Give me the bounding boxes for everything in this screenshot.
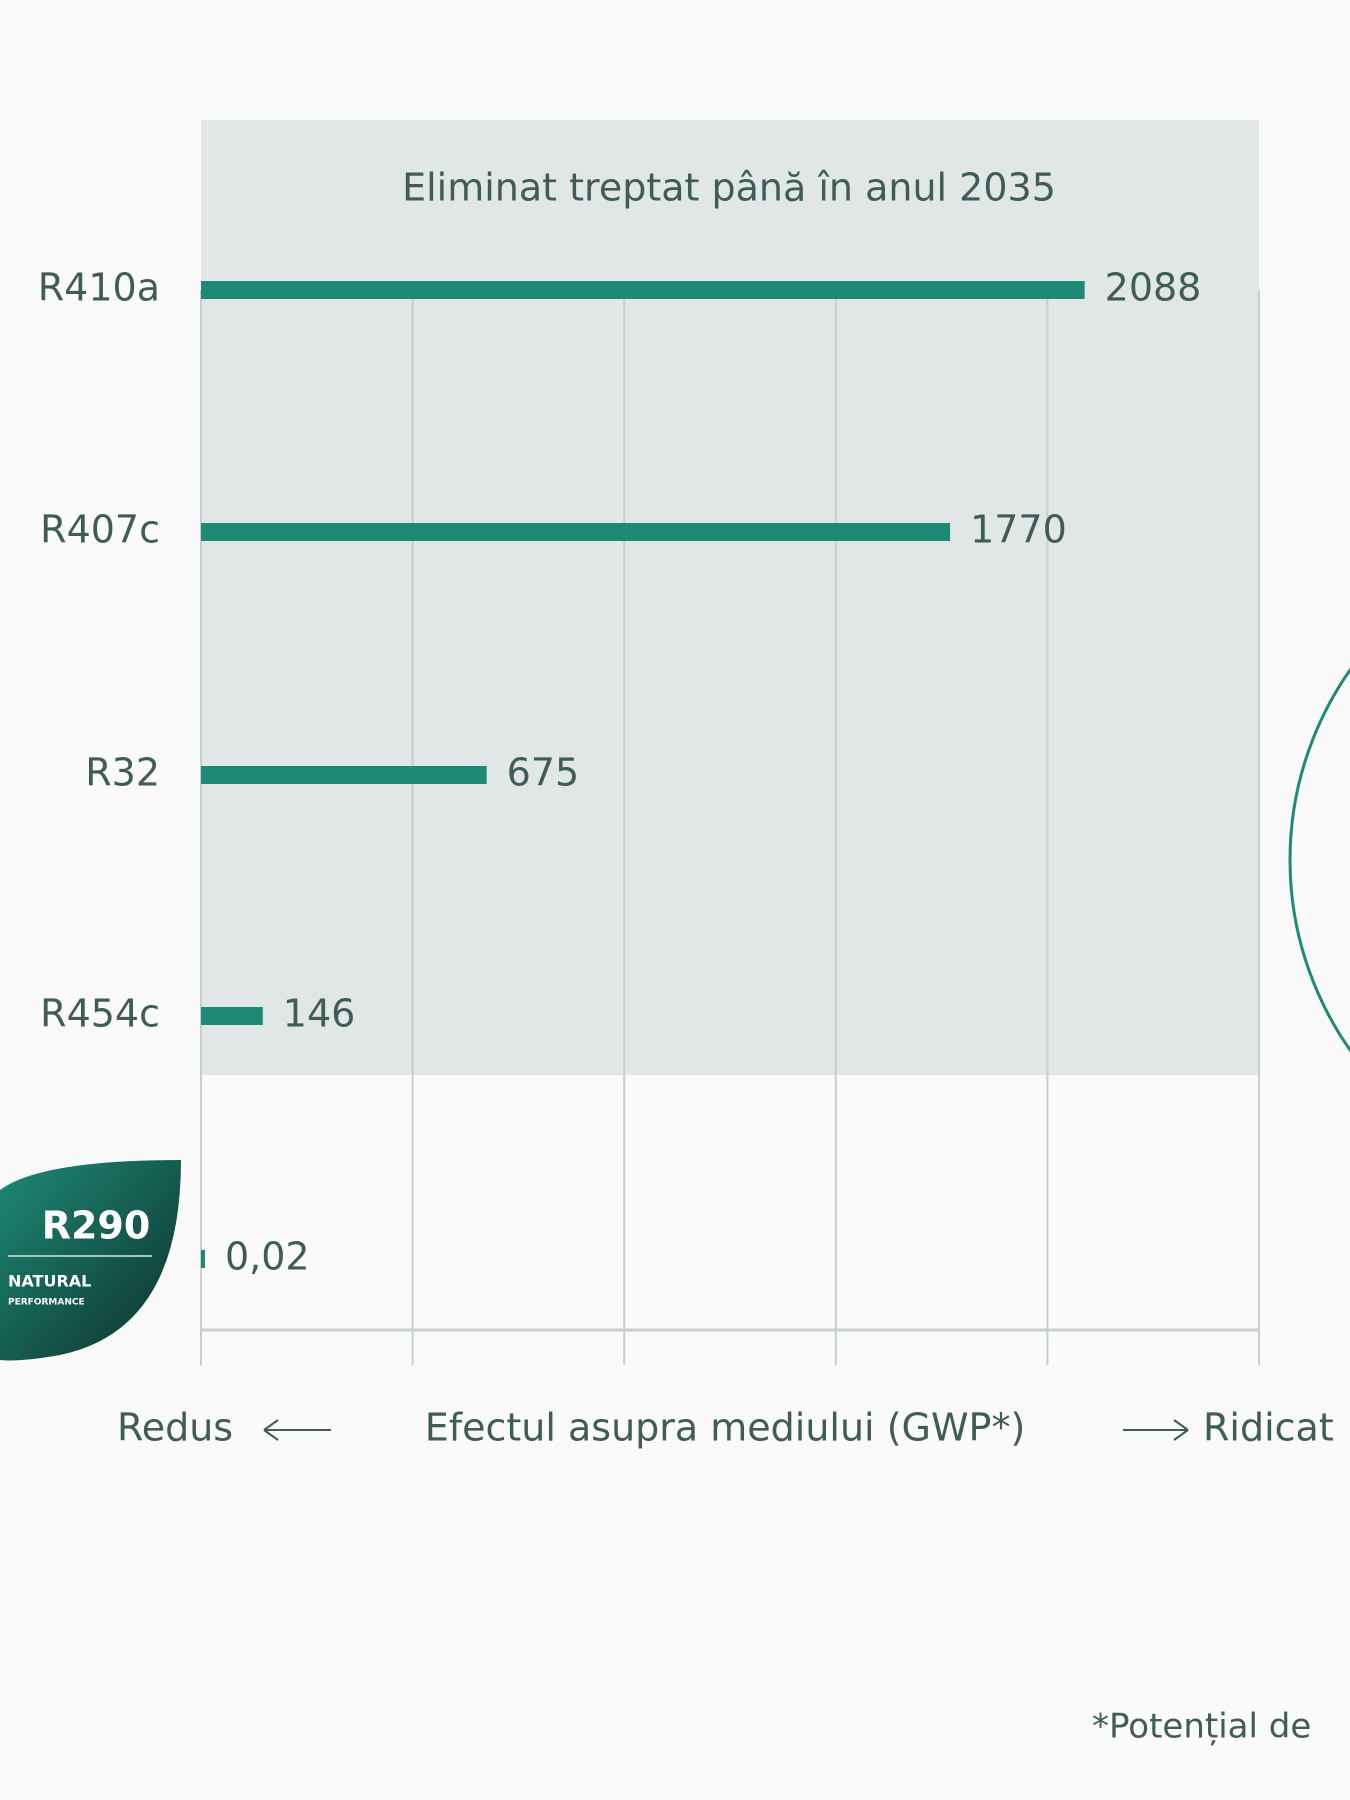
bar: [201, 281, 1085, 299]
bar: [201, 1250, 205, 1268]
bar: [201, 1007, 263, 1025]
arrow-left: [263, 1419, 331, 1441]
x-low-label: Redus: [117, 1406, 233, 1450]
bar: [201, 523, 951, 541]
r290-badge: [0, 1160, 181, 1361]
y-tick-label: R454c: [40, 992, 160, 1036]
footnote: *Potențial de: [1092, 1707, 1311, 1747]
value-label: 675: [507, 751, 580, 795]
x-high-label: Ridicat: [1203, 1406, 1334, 1450]
badge-text: NATURAL: [8, 1272, 91, 1291]
x-axis-label: Efectul asupra mediului (GWP*): [425, 1406, 1026, 1450]
y-tick-label: R410a: [38, 266, 160, 310]
arrow-right: [1123, 1419, 1189, 1441]
value-label: 2088: [1105, 266, 1202, 310]
decorative-circle: [1288, 667, 1350, 1053]
value-label: 0,02: [225, 1235, 310, 1279]
value-label: 1770: [970, 508, 1067, 552]
badge-text: PERFORMANCE: [8, 1298, 85, 1308]
annotation: Eliminat treptat până în anul 2035: [402, 166, 1056, 210]
bar: [201, 766, 487, 784]
y-tick-label: R407c: [40, 508, 160, 552]
y-tick-label: R32: [85, 751, 160, 795]
value-label: 146: [283, 992, 356, 1036]
phase-out-region: [201, 120, 1259, 1075]
r290-label: R290: [42, 1204, 151, 1248]
